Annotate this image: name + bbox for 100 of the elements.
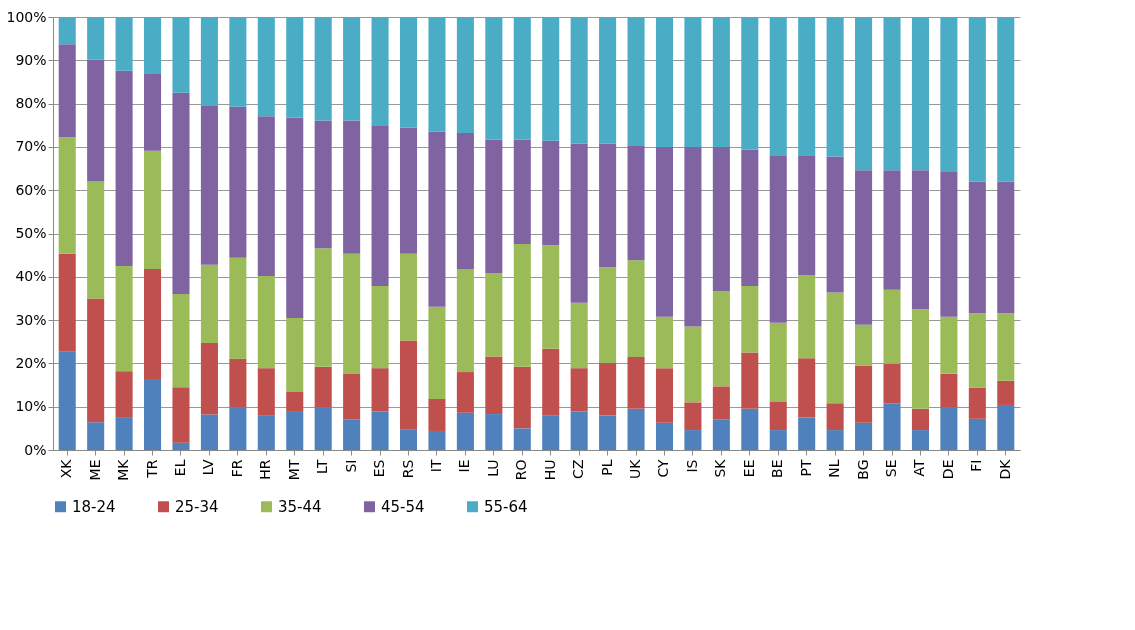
bar bbox=[883, 363, 901, 404]
bar bbox=[627, 145, 645, 261]
y-tick-label: 20% bbox=[15, 354, 47, 371]
bar bbox=[172, 17, 190, 93]
bar bbox=[172, 442, 190, 450]
x-tick-label: CY bbox=[655, 459, 672, 478]
x-tick-label: PT bbox=[797, 459, 814, 477]
legend-label: 45-54 bbox=[381, 497, 425, 516]
bar bbox=[769, 430, 787, 450]
bar bbox=[456, 372, 474, 413]
bar bbox=[144, 73, 162, 151]
x-tick-label: ES bbox=[371, 459, 388, 478]
bar bbox=[314, 407, 332, 450]
bar bbox=[399, 127, 418, 254]
bar bbox=[343, 419, 361, 450]
bar bbox=[712, 146, 730, 292]
bar bbox=[428, 430, 446, 450]
bar bbox=[712, 386, 730, 420]
bar bbox=[428, 306, 446, 399]
y-tick-label: 10% bbox=[15, 398, 47, 415]
bar bbox=[257, 415, 275, 450]
bar bbox=[200, 343, 218, 415]
bar bbox=[769, 401, 787, 431]
bar bbox=[257, 368, 275, 416]
bar bbox=[371, 411, 389, 450]
bar bbox=[798, 17, 816, 156]
bar bbox=[399, 429, 418, 450]
bar bbox=[855, 365, 873, 423]
x-tick-label: LU bbox=[484, 459, 501, 477]
x-tick-label: RS bbox=[399, 459, 416, 479]
x-tick-label: TR bbox=[143, 459, 160, 479]
bar bbox=[997, 380, 1015, 405]
bar bbox=[883, 17, 901, 171]
bar bbox=[911, 408, 929, 431]
legend-label: 18-24 bbox=[72, 497, 116, 516]
bar bbox=[58, 253, 76, 352]
bar bbox=[172, 294, 190, 388]
bar bbox=[257, 275, 275, 369]
bar bbox=[428, 398, 446, 431]
bar bbox=[741, 285, 759, 353]
bar bbox=[741, 17, 759, 150]
bar bbox=[684, 17, 702, 147]
y-tick-label: 30% bbox=[15, 311, 47, 328]
bar bbox=[200, 105, 218, 265]
bar bbox=[172, 92, 190, 295]
x-tick-label: SI bbox=[342, 459, 359, 473]
bar bbox=[940, 316, 958, 374]
bar bbox=[599, 415, 617, 450]
bar bbox=[911, 430, 929, 450]
bar bbox=[627, 260, 645, 357]
bar bbox=[58, 44, 76, 138]
bar bbox=[826, 156, 844, 293]
bar bbox=[115, 17, 133, 71]
bar bbox=[684, 430, 702, 450]
y-tick-label: 50% bbox=[15, 225, 47, 241]
bar bbox=[456, 269, 474, 373]
bar bbox=[513, 428, 531, 450]
bar bbox=[200, 17, 218, 106]
x-tick-label: HU bbox=[541, 459, 558, 481]
legend-label: 55-64 bbox=[484, 497, 528, 516]
bar bbox=[428, 17, 446, 132]
bar bbox=[655, 368, 674, 423]
y-tick-label: 0% bbox=[24, 441, 47, 458]
bar bbox=[855, 170, 873, 325]
bar bbox=[712, 17, 730, 147]
bar bbox=[741, 408, 759, 450]
bar bbox=[940, 407, 958, 450]
bar bbox=[883, 289, 901, 364]
bar bbox=[911, 170, 929, 310]
bar bbox=[741, 149, 759, 286]
y-tick-label: 70% bbox=[15, 138, 47, 155]
bar bbox=[599, 17, 617, 144]
x-tick-label: IS bbox=[683, 459, 700, 473]
bar bbox=[968, 181, 986, 314]
bar bbox=[115, 417, 133, 450]
bar bbox=[144, 378, 162, 450]
bar bbox=[968, 387, 986, 419]
y-tick-label: 80% bbox=[15, 95, 47, 112]
legend-label: 35-44 bbox=[278, 497, 322, 516]
bar bbox=[286, 317, 304, 392]
bar bbox=[229, 257, 247, 359]
bar bbox=[542, 17, 560, 141]
x-tick-label: BE bbox=[769, 459, 786, 478]
x-tick-label: IT bbox=[427, 459, 444, 473]
x-tick-label: CZ bbox=[570, 459, 587, 479]
x-tick-label: DE bbox=[939, 459, 956, 480]
bar bbox=[542, 140, 560, 246]
bar bbox=[513, 139, 531, 244]
bar bbox=[570, 302, 588, 369]
bar bbox=[115, 371, 133, 418]
x-tick-label: LV bbox=[200, 459, 217, 476]
bar bbox=[314, 248, 332, 367]
bar bbox=[570, 411, 588, 450]
x-tick-label: MK bbox=[115, 458, 132, 481]
bar bbox=[286, 411, 304, 450]
bar bbox=[883, 403, 901, 450]
y-tick-label: 60% bbox=[15, 181, 47, 198]
bar bbox=[371, 285, 389, 369]
bar bbox=[712, 419, 730, 450]
bar bbox=[343, 253, 361, 374]
